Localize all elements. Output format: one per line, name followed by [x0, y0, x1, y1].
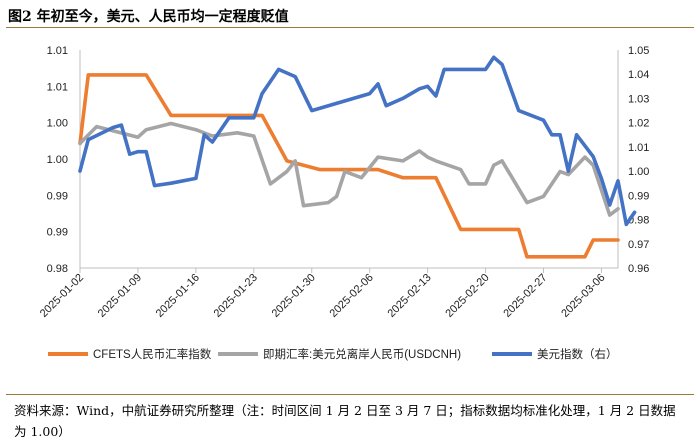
- left-tick-label: 0.98: [47, 263, 68, 275]
- x-tick-label: 2025-02-20: [443, 272, 491, 320]
- plot-area: [79, 50, 619, 269]
- x-tick-label: 2025-02-27: [501, 272, 549, 320]
- right-tick-label: 1.05: [628, 45, 649, 57]
- x-axis: 2025-01-02 2025-01-09 2025-01-16 2025-01-23…: [38, 268, 608, 320]
- x-tick-label: 2025-01-02: [38, 272, 86, 320]
- right-tick-label: 0.96: [628, 263, 649, 275]
- right-tick-label: 1.03: [628, 93, 649, 105]
- source-note: 资料来源：Wind，中航证券研究所整理（注：时间区间 1 月 2 日至 3 月 …: [14, 403, 676, 439]
- x-tick-label: 2025-03-06: [559, 272, 607, 320]
- cfets-index-line: [78, 73, 620, 259]
- x-tick-label: 2025-01-09: [96, 272, 144, 320]
- figure-title: 图2 年初至今，美元、人民币均一定程度贬值: [8, 9, 289, 25]
- legend-label-cfets: CFETS人民币汇率指数: [93, 347, 212, 361]
- x-tick-label: 2025-02-13: [385, 272, 433, 320]
- series-layer: [78, 55, 637, 259]
- right-tick-label: 1.02: [628, 118, 649, 130]
- right-tick-label: 0.99: [628, 190, 649, 202]
- right-y-axis: 1.05 1.04 1.03 1.02 1.01 1.00 0.99 0.98 0.97 0.96: [628, 45, 649, 275]
- left-y-axis: 1.01 1.01 1.00 1.00 0.99 0.99 0.98: [47, 45, 68, 275]
- right-tick-label: 1.04: [628, 69, 649, 81]
- x-tick-label: 2025-01-16: [154, 272, 202, 320]
- title-rule: [6, 27, 694, 28]
- right-tick-label: 0.98: [628, 215, 649, 227]
- right-tick-label: 1.00: [628, 166, 649, 178]
- legend-label-usdcnh: 即期汇率:美元兑离岸人民币(USDCNH): [263, 347, 461, 361]
- footer-rule: [6, 394, 694, 395]
- legend: CFETS人民币汇率指数 即期汇率:美元兑离岸人民币(USDCNH) 美元指数（…: [48, 347, 618, 361]
- x-tick-label: 2025-01-23: [212, 272, 260, 320]
- usdcnh-line: [78, 121, 620, 217]
- left-tick-label: 1.00: [47, 154, 68, 166]
- x-tick-label: 2025-02-06: [328, 272, 376, 320]
- legend-label-dxy: 美元指数（右）: [537, 347, 618, 361]
- x-tick-label: 2025-01-30: [270, 272, 318, 320]
- left-tick-label: 0.99: [47, 190, 68, 202]
- left-tick-label: 1.01: [47, 81, 68, 93]
- dollar-index-line: [78, 55, 637, 227]
- right-tick-label: 0.97: [628, 239, 649, 251]
- line-chart: 1.011.011.001.000.990.990.98 1.051.041.0…: [38, 45, 650, 361]
- left-tick-label: 1.00: [47, 118, 68, 130]
- left-tick-label: 0.99: [47, 227, 68, 239]
- right-tick-label: 1.01: [628, 142, 649, 154]
- left-tick-label: 1.01: [47, 45, 68, 57]
